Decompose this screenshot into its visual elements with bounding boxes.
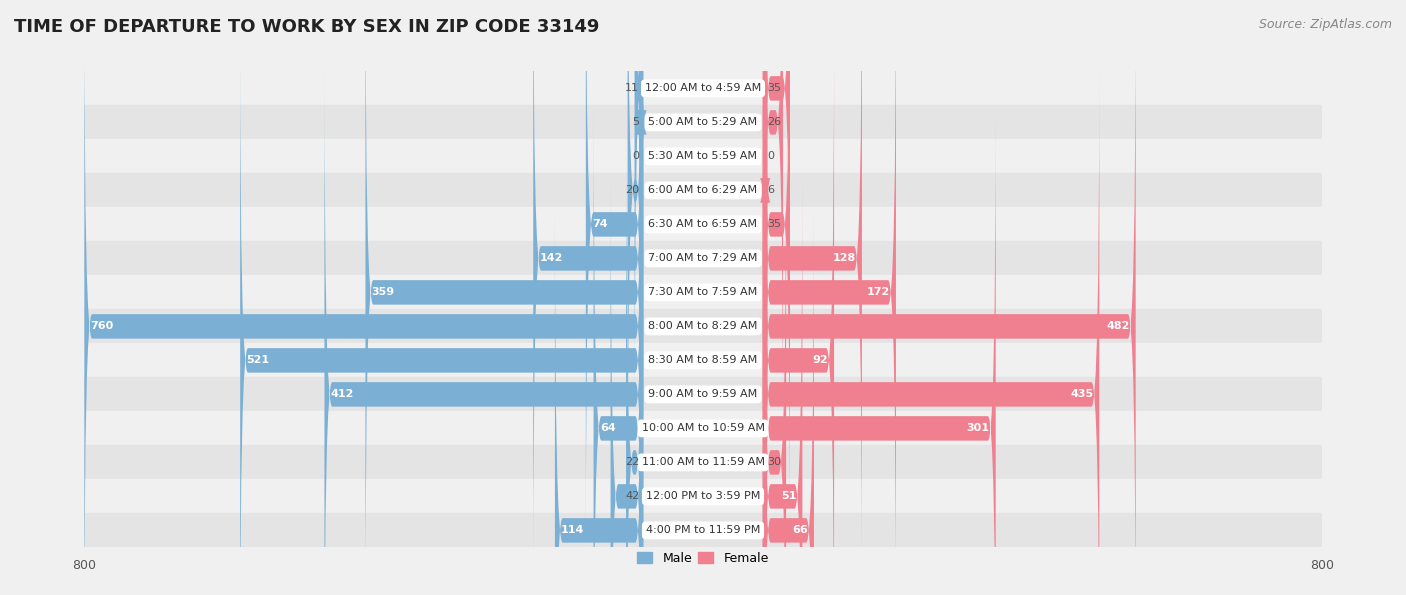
Text: 5:00 AM to 5:29 AM: 5:00 AM to 5:29 AM [648,117,758,127]
Text: 4:00 PM to 11:59 PM: 4:00 PM to 11:59 PM [645,525,761,536]
Text: 142: 142 [540,253,562,264]
Text: 482: 482 [1107,321,1129,331]
Text: 6: 6 [766,186,773,195]
Text: 35: 35 [766,83,780,93]
FancyBboxPatch shape [763,67,1099,595]
FancyBboxPatch shape [763,168,803,595]
Text: 10:00 AM to 10:59 AM: 10:00 AM to 10:59 AM [641,424,765,433]
FancyBboxPatch shape [366,0,643,595]
Text: 7:30 AM to 7:59 AM: 7:30 AM to 7:59 AM [648,287,758,298]
Text: 8:00 AM to 8:29 AM: 8:00 AM to 8:29 AM [648,321,758,331]
Text: 12:00 PM to 3:59 PM: 12:00 PM to 3:59 PM [645,491,761,502]
FancyBboxPatch shape [626,134,643,595]
Text: 8:30 AM to 8:59 AM: 8:30 AM to 8:59 AM [648,355,758,365]
FancyBboxPatch shape [763,0,1136,595]
Bar [84,173,1322,208]
Text: 114: 114 [561,525,585,536]
FancyBboxPatch shape [627,0,643,518]
Text: 6:00 AM to 6:29 AM: 6:00 AM to 6:29 AM [648,186,758,195]
Bar [84,242,1322,275]
FancyBboxPatch shape [555,203,643,595]
FancyBboxPatch shape [610,168,643,595]
Text: Source: ZipAtlas.com: Source: ZipAtlas.com [1258,18,1392,31]
FancyBboxPatch shape [763,203,814,595]
Text: 51: 51 [780,491,796,502]
FancyBboxPatch shape [325,67,643,595]
Bar [84,309,1322,343]
Bar [84,139,1322,173]
Bar [84,343,1322,377]
FancyBboxPatch shape [636,0,647,450]
Text: 412: 412 [330,389,354,399]
Text: TIME OF DEPARTURE TO WORK BY SEX IN ZIP CODE 33149: TIME OF DEPARTURE TO WORK BY SEX IN ZIP … [14,18,599,36]
FancyBboxPatch shape [84,0,643,595]
Text: 6:30 AM to 6:59 AM: 6:30 AM to 6:59 AM [648,220,758,230]
Text: 30: 30 [766,458,780,468]
Text: 9:00 AM to 9:59 AM: 9:00 AM to 9:59 AM [648,389,758,399]
Text: 92: 92 [813,355,828,365]
Text: 359: 359 [371,287,395,298]
Text: 42: 42 [624,491,640,502]
Text: 22: 22 [624,458,640,468]
FancyBboxPatch shape [763,0,783,450]
Bar [84,208,1322,242]
Text: 66: 66 [792,525,808,536]
Text: 7:00 AM to 7:29 AM: 7:00 AM to 7:29 AM [648,253,758,264]
FancyBboxPatch shape [759,0,770,518]
Bar [84,71,1322,105]
Bar [84,105,1322,139]
Bar [84,411,1322,446]
FancyBboxPatch shape [763,0,896,595]
Text: 172: 172 [866,287,890,298]
FancyBboxPatch shape [763,101,995,595]
Text: 435: 435 [1070,389,1092,399]
Text: 11: 11 [626,83,640,93]
Bar [84,446,1322,480]
Text: 26: 26 [766,117,780,127]
FancyBboxPatch shape [240,33,643,595]
Text: 0: 0 [766,151,773,161]
FancyBboxPatch shape [763,0,790,552]
Bar [84,377,1322,411]
FancyBboxPatch shape [763,0,790,416]
FancyBboxPatch shape [634,0,643,416]
FancyBboxPatch shape [533,0,643,586]
Bar [84,513,1322,547]
FancyBboxPatch shape [763,134,786,595]
Bar [84,480,1322,513]
Text: 128: 128 [832,253,856,264]
Text: 5:30 AM to 5:59 AM: 5:30 AM to 5:59 AM [648,151,758,161]
Text: 74: 74 [592,220,607,230]
FancyBboxPatch shape [593,101,643,595]
FancyBboxPatch shape [763,0,862,586]
Text: 521: 521 [246,355,270,365]
Text: 301: 301 [966,424,990,433]
Text: 20: 20 [626,186,640,195]
Text: 760: 760 [90,321,114,331]
Legend: Male, Female: Male, Female [633,547,773,569]
Text: 5: 5 [633,117,640,127]
Text: 35: 35 [766,220,780,230]
Bar [84,275,1322,309]
Text: 11:00 AM to 11:59 AM: 11:00 AM to 11:59 AM [641,458,765,468]
Text: 64: 64 [600,424,616,433]
FancyBboxPatch shape [763,33,834,595]
Text: 0: 0 [633,151,640,161]
FancyBboxPatch shape [586,0,643,552]
Text: 12:00 AM to 4:59 AM: 12:00 AM to 4:59 AM [645,83,761,93]
